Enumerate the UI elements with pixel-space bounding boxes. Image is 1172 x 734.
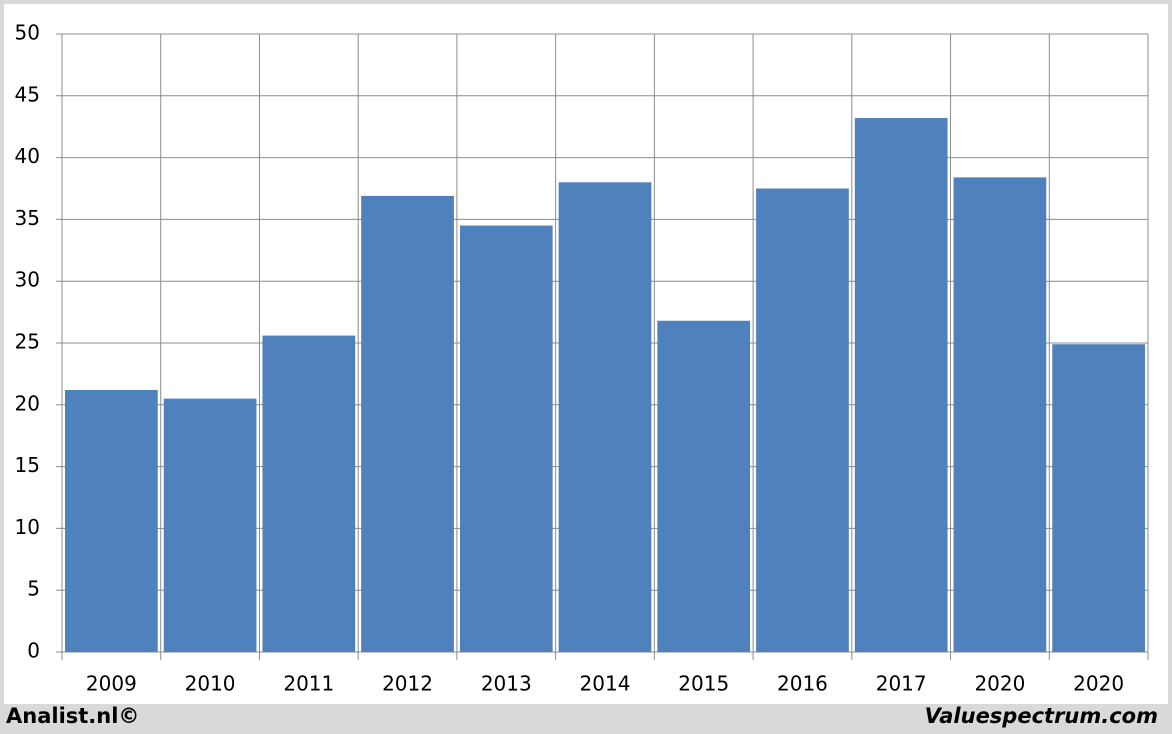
bar xyxy=(262,335,356,652)
y-tick-label: 20 xyxy=(15,391,40,415)
bar xyxy=(65,389,158,652)
x-tick-label: 2009 xyxy=(86,672,137,696)
y-tick-label: 45 xyxy=(15,82,40,106)
bar xyxy=(163,398,257,652)
bar xyxy=(953,177,1047,652)
y-tick-label: 10 xyxy=(15,515,40,539)
x-tick-label: 2010 xyxy=(185,672,236,696)
source-right: Valuespectrum.com xyxy=(925,704,1158,728)
x-tick-label: 2020 xyxy=(974,672,1025,696)
bar xyxy=(657,320,751,652)
y-tick-label: 0 xyxy=(27,639,40,663)
x-tick-label: 2015 xyxy=(678,672,729,696)
y-tick-label: 40 xyxy=(15,144,40,168)
source-left: Analist.nl© xyxy=(6,704,139,728)
y-tick-label: 30 xyxy=(15,268,40,292)
y-tick-label: 5 xyxy=(27,577,40,601)
bar xyxy=(558,182,652,652)
x-tick-label: 2012 xyxy=(382,672,433,696)
y-tick-label: 50 xyxy=(15,21,40,45)
bar xyxy=(1052,344,1145,652)
bar xyxy=(361,195,454,652)
x-tick-label: 2013 xyxy=(481,672,532,696)
x-tick-label: 2011 xyxy=(283,672,334,696)
x-tick-label: 2017 xyxy=(876,672,927,696)
x-tick-label: 2020 xyxy=(1073,672,1124,696)
bar xyxy=(459,225,553,652)
bar xyxy=(756,188,849,652)
x-tick-label: 2014 xyxy=(580,672,631,696)
y-tick-label: 35 xyxy=(15,206,40,230)
x-tick-label: 2016 xyxy=(777,672,828,696)
y-tick-label: 25 xyxy=(15,330,40,354)
y-tick-label: 15 xyxy=(15,453,40,477)
bar xyxy=(854,118,948,653)
